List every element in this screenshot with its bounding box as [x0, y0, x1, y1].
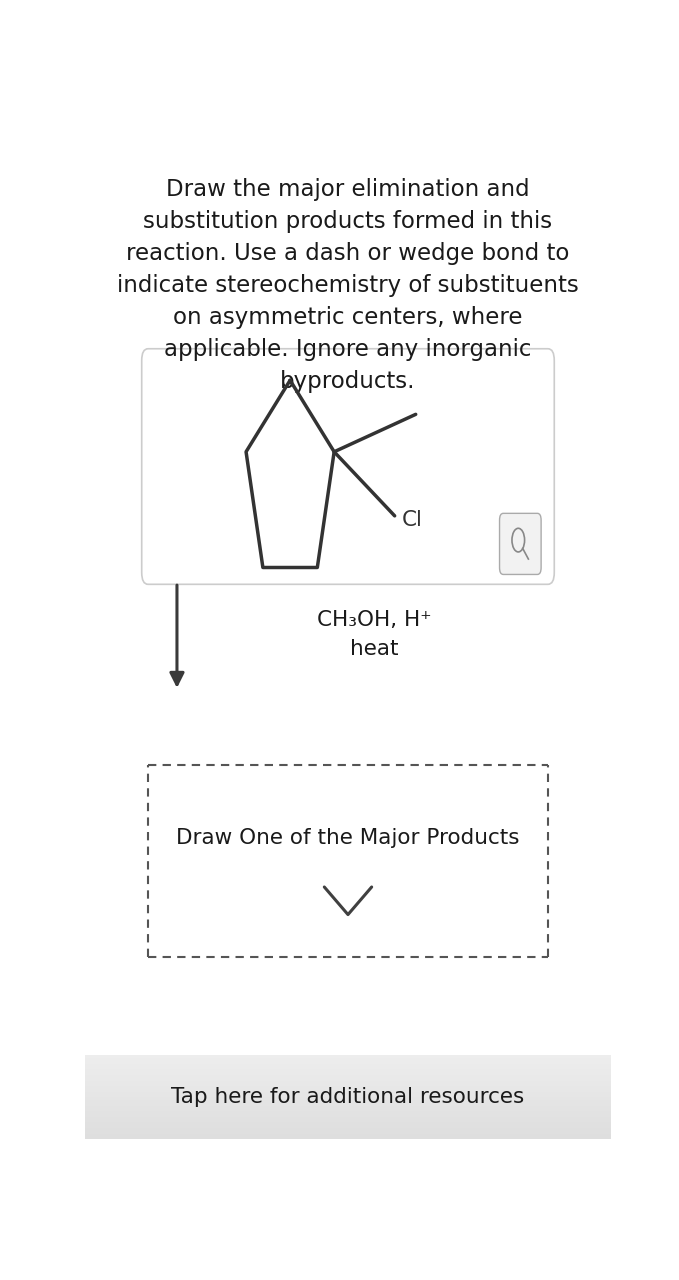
Text: CH₃OH, H⁺: CH₃OH, H⁺ [317, 609, 432, 630]
Bar [85, 1089, 611, 1092]
Bar [85, 1059, 611, 1061]
Bar [85, 1069, 611, 1073]
Text: heat: heat [350, 639, 399, 659]
Bar [85, 1130, 611, 1134]
Bar [85, 1097, 611, 1100]
Bar [85, 1064, 611, 1066]
Bar [85, 1120, 611, 1123]
Bar [85, 1106, 611, 1108]
FancyBboxPatch shape [500, 513, 541, 575]
Bar [85, 1108, 611, 1111]
Text: Cl: Cl [401, 509, 422, 530]
FancyBboxPatch shape [142, 348, 554, 584]
Bar [85, 1087, 611, 1089]
Bar [85, 1094, 611, 1097]
Bar [85, 1128, 611, 1130]
Bar [85, 1111, 611, 1114]
Bar [85, 1083, 611, 1087]
Text: Tap here for additional resources: Tap here for additional resources [171, 1087, 525, 1107]
Bar [85, 1114, 611, 1117]
Bar [85, 1123, 611, 1125]
Bar [85, 1066, 611, 1069]
Bar [85, 1078, 611, 1080]
Bar [85, 1125, 611, 1128]
Text: Draw the major elimination and
substitution products formed in this
reaction. Us: Draw the major elimination and substitut… [117, 178, 579, 393]
Text: Draw One of the Major Products: Draw One of the Major Products [177, 828, 519, 847]
Bar [85, 1073, 611, 1075]
Bar [85, 1117, 611, 1120]
Bar [85, 1080, 611, 1083]
Bar [85, 1134, 611, 1137]
Bar [85, 1092, 611, 1094]
Bar [85, 1075, 611, 1078]
Bar [85, 1137, 611, 1139]
Bar [85, 1100, 611, 1103]
Bar [85, 1061, 611, 1064]
Bar [85, 1056, 611, 1059]
Bar [85, 1103, 611, 1106]
